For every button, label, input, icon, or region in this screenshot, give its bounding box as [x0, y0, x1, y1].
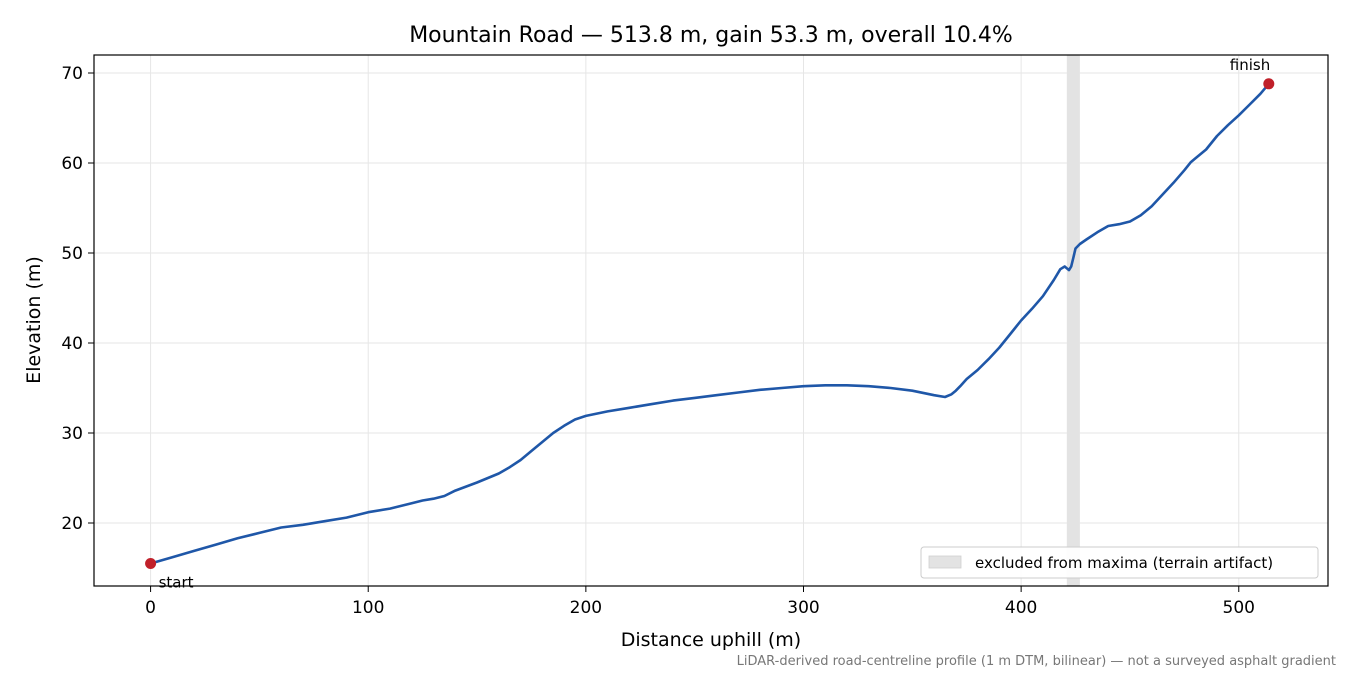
- finish-label: finish: [1230, 56, 1270, 74]
- axis-ticks: 0 100 200 300 400 500 20 30 40 50 60 70: [61, 64, 1255, 618]
- finish-marker: [1263, 78, 1275, 90]
- x-tick-label: 100: [352, 598, 384, 618]
- y-tick-label: 30: [61, 424, 83, 444]
- legend: excluded from maxima (terrain artifact): [920, 546, 1319, 579]
- y-tick-label: 40: [61, 334, 83, 354]
- x-tick-label: 400: [1005, 598, 1037, 618]
- x-axis-label: Distance uphill (m): [621, 629, 801, 651]
- y-tick-label: 70: [61, 64, 83, 84]
- plot-frame: [93, 54, 1329, 587]
- excluded-band-layer: [1066, 55, 1080, 586]
- footnote: LiDAR-derived road-centreline profile (1…: [737, 654, 1336, 669]
- chart-title: Mountain Road — 513.8 m, gain 53.3 m, ov…: [409, 23, 1013, 48]
- x-tick-label: 500: [1223, 598, 1255, 618]
- excluded-band: [1066, 55, 1080, 586]
- y-tick-label: 60: [61, 154, 83, 174]
- x-tick-label: 200: [570, 598, 602, 618]
- y-tick-label: 50: [61, 244, 83, 264]
- elevation-line: [149, 82, 1271, 565]
- start-marker: [145, 558, 157, 569]
- markers-layer: start finish: [145, 56, 1275, 592]
- y-tick-label: 20: [61, 514, 83, 534]
- x-tick-label: 0: [145, 598, 156, 618]
- gridlines: [94, 55, 1328, 586]
- y-axis-label: Elevation (m): [23, 256, 45, 384]
- start-label: start: [159, 574, 194, 592]
- series-layer: [149, 82, 1271, 565]
- legend-band-swatch: [928, 555, 962, 569]
- x-tick-label: 300: [787, 598, 819, 618]
- legend-band-label: excluded from maxima (terrain artifact): [975, 554, 1273, 572]
- legend-box: [920, 546, 1319, 579]
